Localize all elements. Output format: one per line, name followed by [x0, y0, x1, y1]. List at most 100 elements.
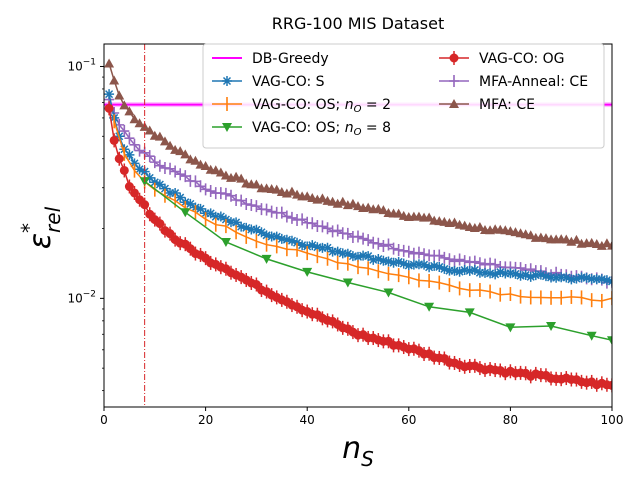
series-mfaa-point-6 — [134, 144, 145, 157]
series-og-point-0 — [104, 103, 114, 113]
series-mfaa-point-61 — [413, 246, 424, 259]
series-s-point-50 — [358, 250, 369, 261]
series-s-point-4 — [124, 149, 135, 160]
series-mfaa-point-53 — [373, 237, 384, 250]
y-axis-label-superscript: * — [17, 223, 41, 233]
series-s-point-5 — [129, 158, 140, 169]
series-s-point-85 — [535, 269, 546, 280]
series-s-point-33 — [271, 231, 282, 242]
legend-handle-mfa — [439, 99, 469, 108]
legend-handle-og — [439, 51, 469, 65]
series-s-point-35 — [281, 234, 292, 245]
series-s-point-68 — [449, 265, 460, 276]
series-mfaa-point-23 — [220, 187, 231, 200]
series-mfa-point-3 — [119, 100, 130, 110]
series-og-point-2 — [114, 154, 124, 164]
series-mfa-point-33 — [271, 184, 282, 194]
series-s-point-25 — [231, 217, 242, 228]
legend-box — [202, 43, 605, 149]
series-mfaa-point-13 — [170, 165, 181, 178]
series-mfa-point-63 — [424, 212, 435, 222]
y-tick-label-1: 10−1 — [67, 57, 96, 73]
series-mfaa-point-52 — [368, 236, 379, 249]
legend-os2-sub: O — [354, 104, 362, 115]
series-mfaa-point-10 — [154, 159, 165, 172]
series-mfaa-point-36 — [286, 211, 297, 224]
series-mfaa-point-5 — [129, 138, 140, 151]
series-os8 — [139, 177, 612, 346]
legend-marker-mfaa — [449, 75, 459, 87]
series-mfaa-point-55 — [383, 238, 394, 251]
legend-label-vag-s: VAG-CO: S — [252, 74, 325, 90]
series-s-point-16 — [185, 198, 196, 209]
series-s-point-86 — [540, 271, 551, 282]
series-os8-point-10 — [546, 321, 557, 331]
series-s-point-74 — [480, 267, 490, 278]
x-tick-label-1: 20 — [198, 413, 213, 427]
series-s-point-97 — [596, 274, 607, 285]
series-mfaa-point-66 — [439, 251, 450, 264]
series-os2 — [113, 114, 612, 308]
legend-os8-sub: O — [354, 127, 362, 138]
series-og-point-7 — [140, 200, 150, 210]
series-s-point-20 — [205, 208, 216, 219]
series-s-point-46 — [337, 248, 348, 259]
series-s-point-65 — [434, 261, 445, 272]
chart-title: RRG-100 MIS Dataset — [272, 14, 444, 33]
series-s-point-77 — [495, 267, 506, 278]
series-mfaa-point-59 — [403, 245, 414, 258]
legend-label-db-greedy: DB-Greedy — [252, 51, 329, 67]
series-mfa-point-68 — [449, 217, 460, 227]
series-mfaa-point-60 — [408, 247, 419, 260]
series-s-point-10 — [154, 179, 165, 190]
x-axis-label-base: n — [342, 431, 361, 466]
series-mfaa-point-20 — [205, 185, 216, 198]
series-s-point-29 — [251, 224, 262, 235]
x-tick-label-2: 40 — [300, 413, 315, 427]
series-os8-point-4 — [302, 267, 313, 277]
series-mfaa-point-24 — [226, 189, 236, 202]
series-mfa-point-23 — [220, 170, 231, 180]
series-s-point-44 — [327, 246, 338, 257]
series-mfa-point-6 — [134, 118, 145, 128]
series-mfaa-point-42 — [317, 220, 328, 233]
y-axis-ticks: 10−210−1 — [67, 57, 104, 392]
series-s-point-89 — [556, 272, 567, 283]
series-s-point-41 — [312, 242, 323, 253]
series-mfa-point-10 — [154, 131, 165, 141]
series-mfaa-point-9 — [149, 156, 160, 169]
series-mfaa-point-28 — [246, 199, 257, 212]
series-s-point-55 — [383, 256, 394, 267]
legend-os8-prefix: VAG-CO: OS; — [252, 120, 345, 136]
series-mfa-point-90 — [561, 234, 572, 244]
series-mfa-point-26 — [236, 173, 247, 183]
series-s-point-12 — [165, 188, 176, 199]
series-mfaa-point-17 — [190, 175, 201, 188]
legend-handle-os2 — [212, 97, 242, 111]
y-axis-label-base: ε — [23, 233, 58, 249]
series-mfaa-point-19 — [200, 183, 211, 196]
series-mfaa-point-4 — [124, 132, 135, 145]
series-mfa-point-17 — [190, 155, 201, 165]
series-s-point-42 — [317, 242, 328, 253]
series-s-point-18 — [195, 203, 206, 214]
series-mfaa-point-49 — [353, 230, 363, 243]
series-s-point-21 — [210, 211, 221, 222]
series-os8-point-12 — [607, 336, 612, 346]
series-s-point-27 — [241, 222, 252, 233]
series-mfa-point-46 — [337, 196, 348, 206]
series-s-point-52 — [368, 254, 379, 265]
series-mfaa-point-38 — [297, 213, 308, 226]
series-mfaa-point-69 — [454, 253, 465, 266]
series-s-point-30 — [256, 227, 267, 238]
legend-handles — [212, 51, 469, 132]
series-mfa-point-22 — [215, 167, 226, 177]
series-mfaa-point-22 — [215, 187, 226, 200]
x-tick-label-5: 100 — [601, 413, 624, 427]
series-s-point-37 — [292, 237, 303, 248]
series-s-point-83 — [525, 271, 536, 282]
y-tick-label-base-1: 10 — [67, 59, 82, 73]
series-mfaa-point-54 — [378, 240, 389, 253]
series-mfa-point-57 — [393, 208, 404, 218]
series-s-point-78 — [500, 268, 511, 279]
